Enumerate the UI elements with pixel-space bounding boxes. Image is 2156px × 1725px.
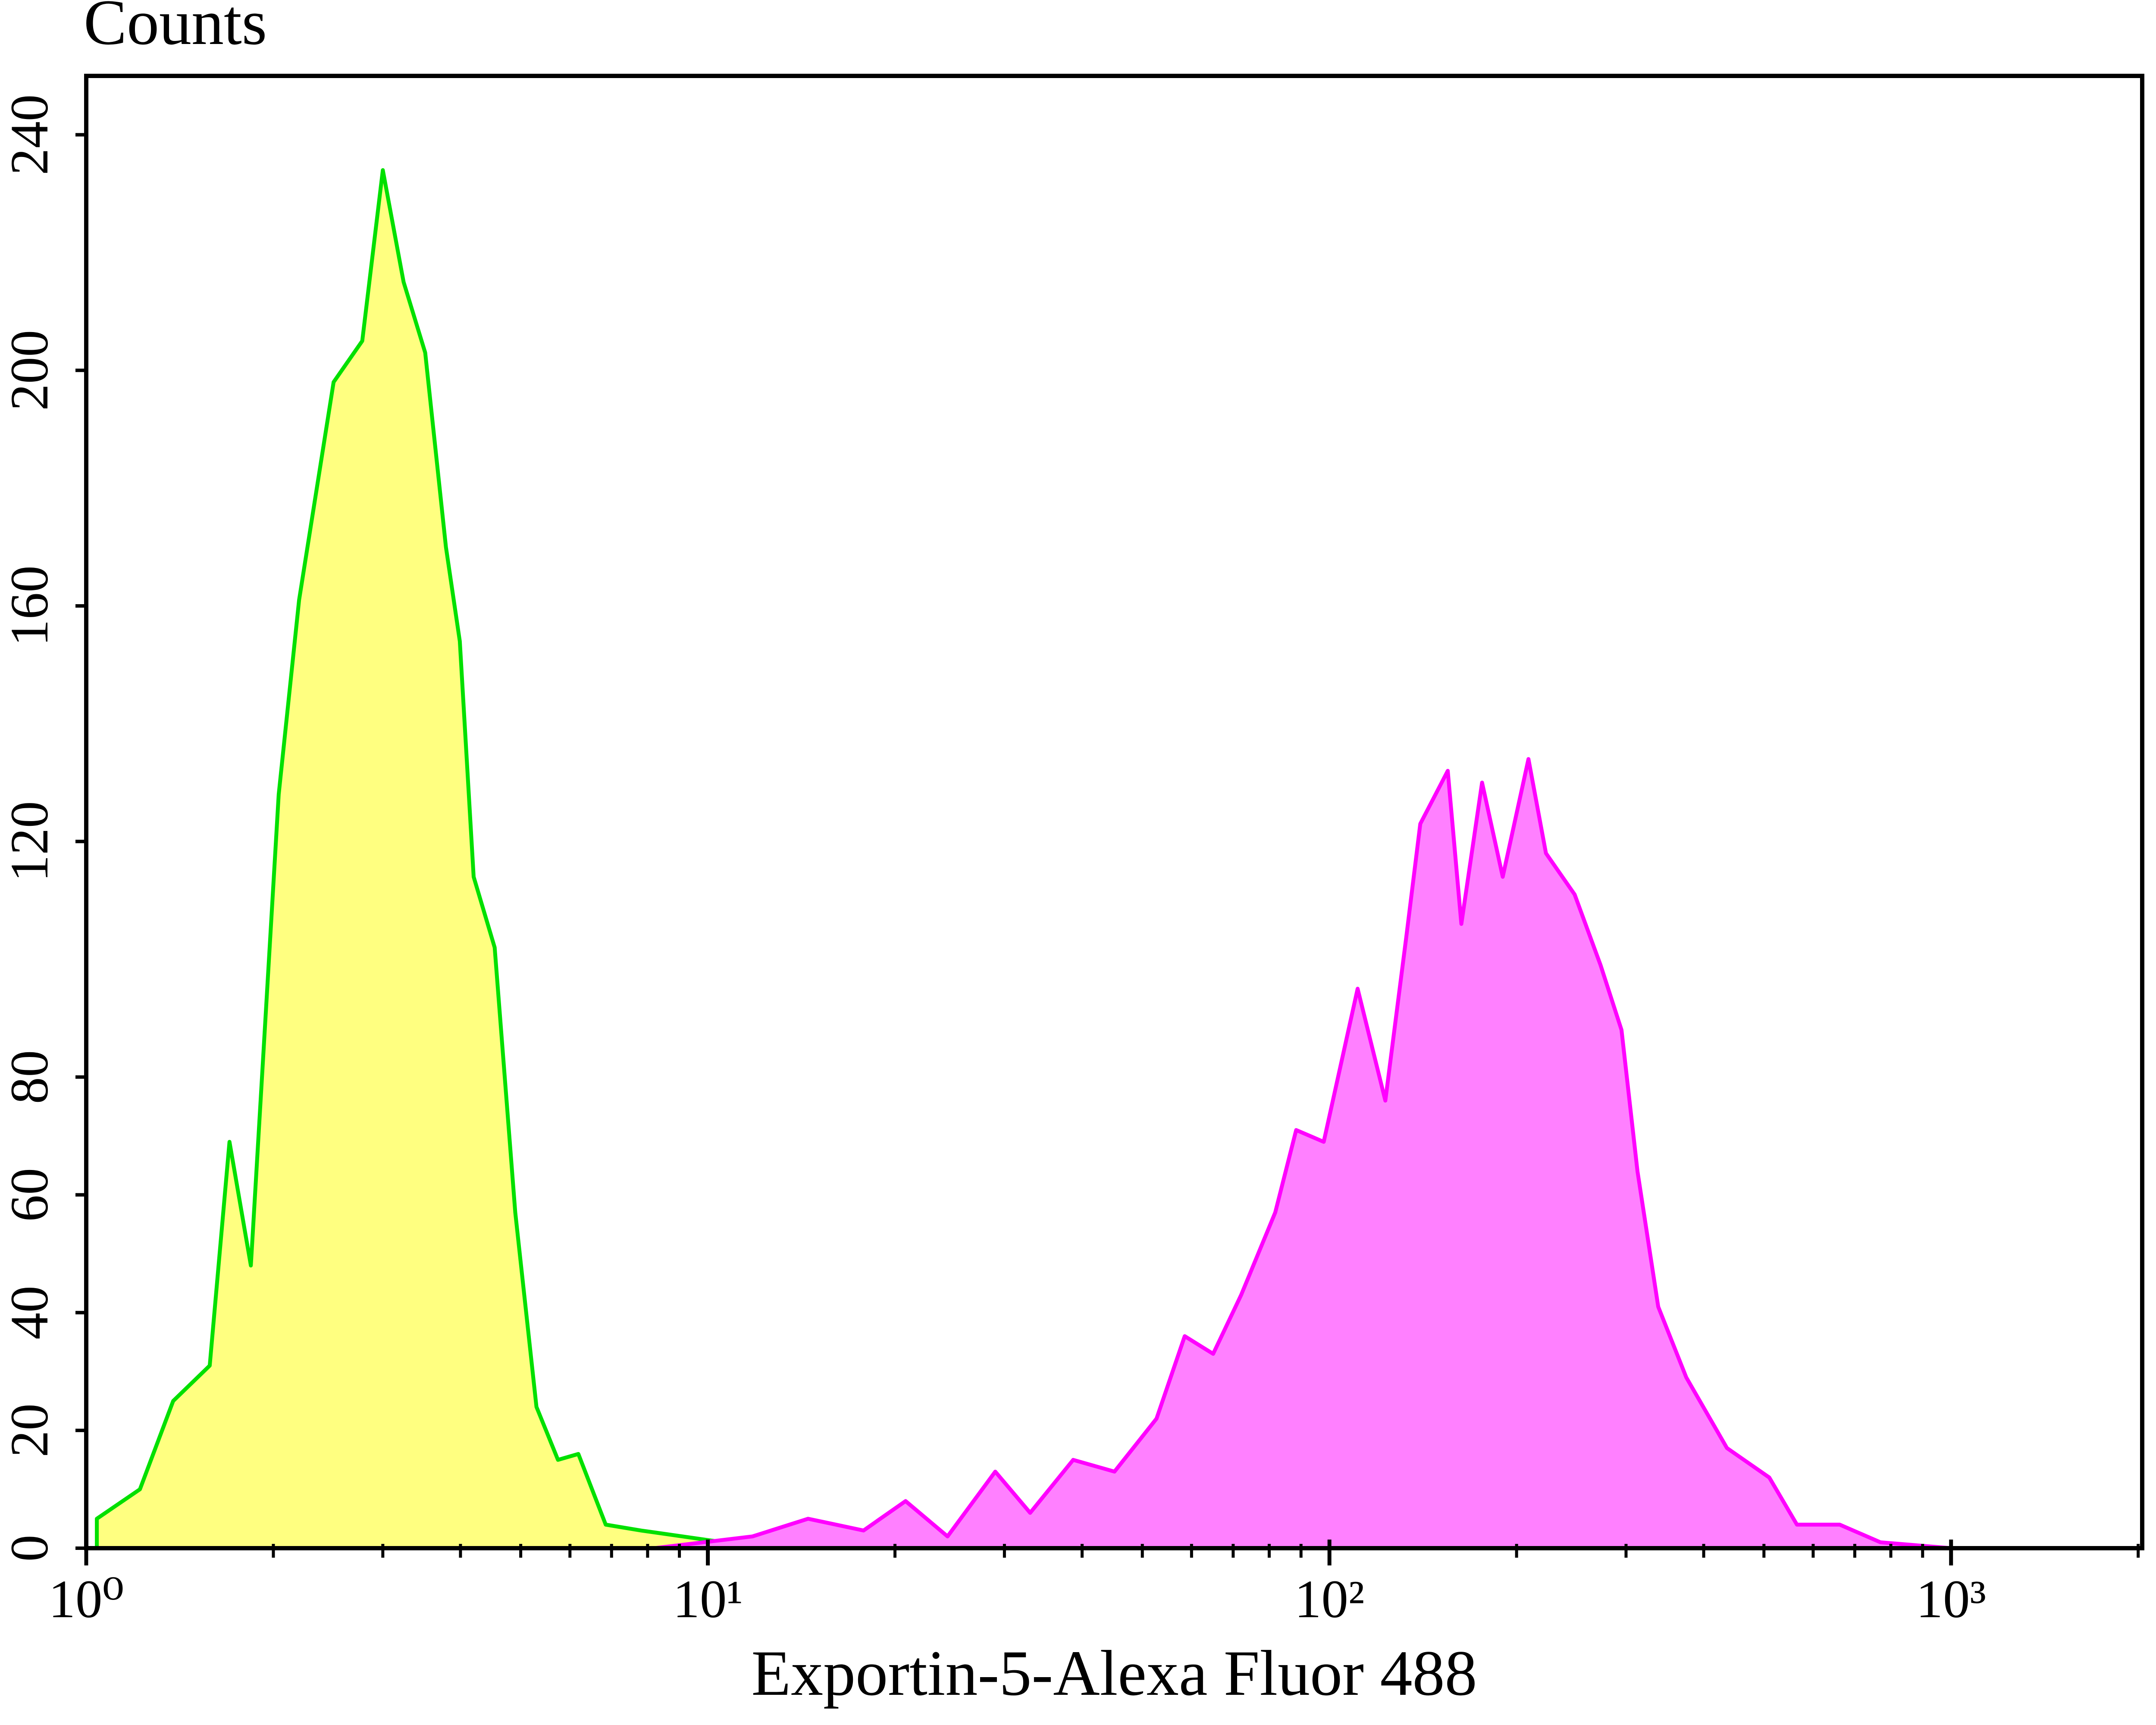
x-tick-label: 10³ — [1916, 1570, 1986, 1629]
y-tick-label: 0 — [0, 1535, 60, 1562]
y-tick-label: 240 — [0, 94, 60, 176]
x-axis-title: Exportin-5-Alexa Fluor 488 — [751, 1637, 1477, 1709]
y-tick-label: 120 — [0, 801, 60, 882]
y-tick-label: 40 — [0, 1286, 60, 1339]
x-tick-label: 10¹ — [673, 1570, 743, 1629]
x-tick-label: 10² — [1294, 1570, 1364, 1629]
y-tick-label: 60 — [0, 1168, 60, 1222]
y-tick-label: 200 — [0, 330, 60, 411]
y-tick-label: 80 — [0, 1050, 60, 1104]
plot-frame — [84, 74, 2144, 1550]
y-tick-label: 160 — [0, 565, 60, 646]
x-tick-label: 10⁰ — [48, 1570, 124, 1629]
histogram-area — [95, 168, 783, 1550]
y-axis-title: Counts — [84, 0, 267, 58]
y-tick-label: 20 — [0, 1403, 60, 1457]
histogram-area — [652, 757, 1953, 1550]
